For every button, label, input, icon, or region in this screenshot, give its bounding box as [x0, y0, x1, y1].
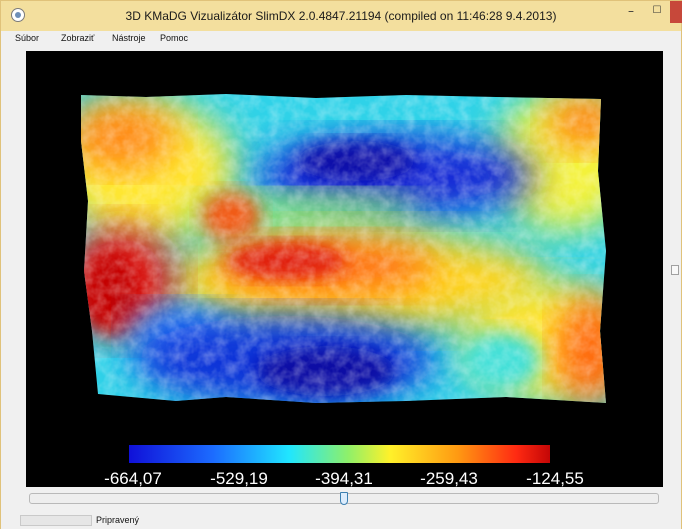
window-title: 3D KMaDG Vizualizátor SlimDX 2.0.4847.21… [125, 9, 557, 23]
maximize-button[interactable]: ☐ [644, 1, 670, 23]
colorbar-tick-label: -259,43 [420, 469, 478, 488]
colorbar-tick-label: -529,19 [210, 469, 268, 488]
colorbar-tick-label: -394,31 [315, 469, 373, 488]
minimize-button[interactable]: – [618, 1, 644, 23]
slider-thumb[interactable] [340, 492, 348, 505]
slider-panel [26, 489, 663, 513]
status-bar: Pripravený [1, 513, 681, 529]
minimize-icon: – [628, 4, 634, 18]
menu-item-subor[interactable]: Súbor [15, 33, 40, 43]
terrain-surface[interactable] [26, 51, 663, 487]
title-bar[interactable]: 3D KMaDG Vizualizátor SlimDX 2.0.4847.21… [1, 1, 682, 31]
menu-item-nastroje[interactable]: Nástroje [112, 33, 146, 43]
maximize-icon: ☐ [652, 5, 662, 16]
status-text: Pripravený [96, 515, 140, 525]
3d-viewport[interactable]: -664,07 -529,19 -394,31 -259,43 -124,55 [26, 51, 663, 488]
app-icon[interactable] [11, 8, 25, 22]
status-progress-bar [20, 515, 92, 526]
menu-bar: Súbor Zobraziť Nástroje Pomoc [9, 31, 675, 49]
menu-item-zobrazit[interactable]: Zobraziť [61, 33, 95, 43]
colorbar-legend [129, 445, 550, 463]
colorbar-tick-label: -124,55 [526, 469, 584, 488]
colorbar-tick-label: -664,07 [104, 469, 162, 488]
side-resize-handle[interactable] [671, 265, 679, 275]
close-button[interactable]: ✕ [670, 1, 682, 23]
menu-item-pomoc[interactable]: Pomoc [160, 33, 189, 43]
